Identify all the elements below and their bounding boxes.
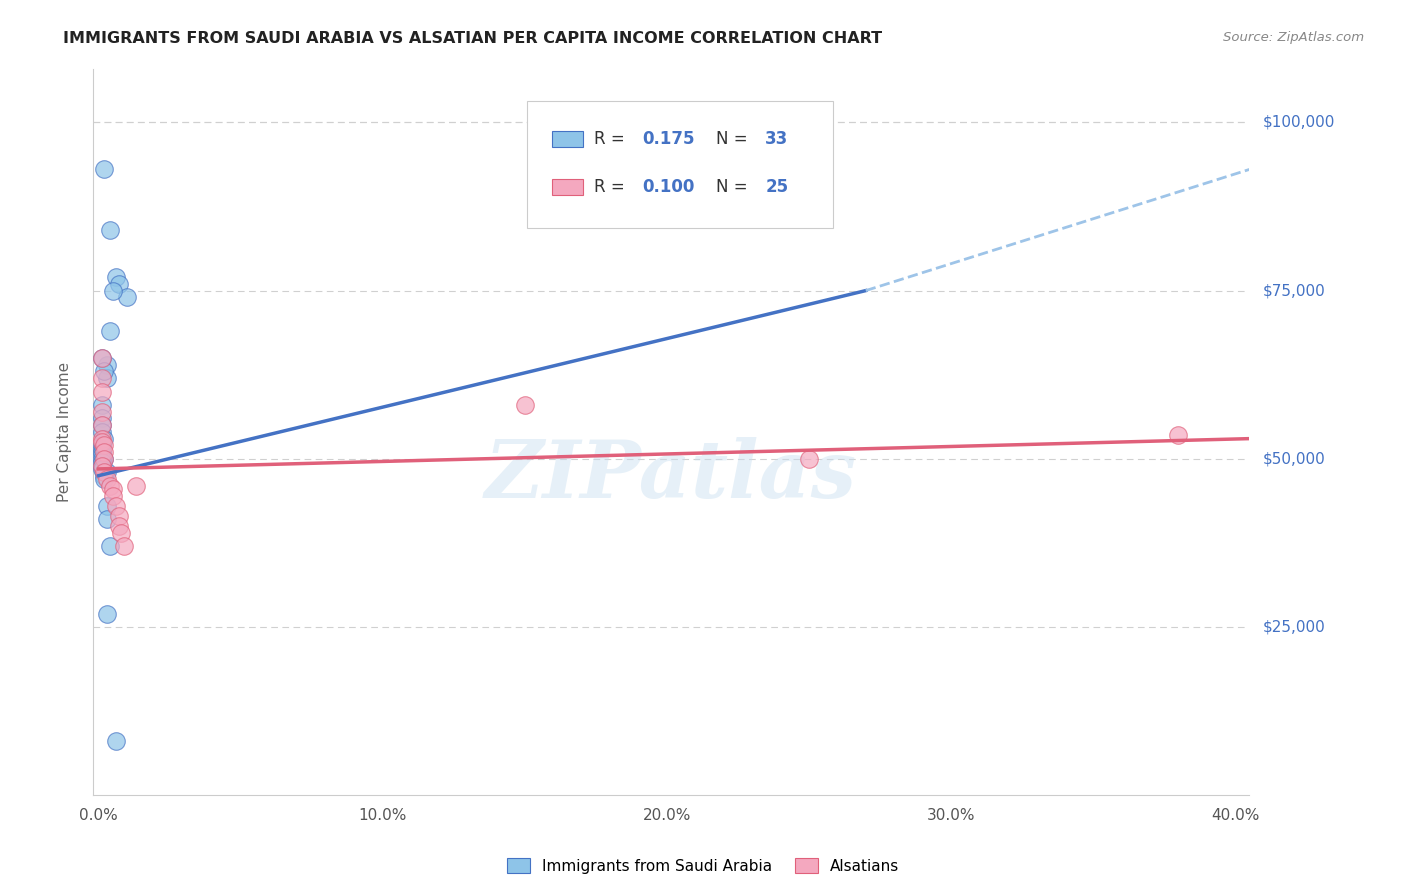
Point	[90, 442, 112, 456]
Text: ZIPatlas: ZIPatlas	[485, 437, 858, 515]
Point	[101, 489, 124, 503]
Text: N =: N =	[716, 178, 752, 196]
Point	[90, 418, 112, 433]
Point	[90, 449, 112, 463]
Point	[90, 451, 112, 466]
Point	[90, 351, 112, 365]
Y-axis label: Per Capita Income: Per Capita Income	[58, 362, 72, 502]
FancyBboxPatch shape	[527, 101, 832, 228]
Point	[104, 270, 127, 285]
Point	[90, 445, 112, 459]
Text: $100,000: $100,000	[1263, 115, 1336, 130]
Point	[107, 508, 129, 523]
Point	[90, 462, 112, 476]
Point	[90, 432, 112, 446]
Point	[90, 371, 112, 385]
Point	[96, 607, 118, 621]
Text: $75,000: $75,000	[1263, 283, 1326, 298]
Text: R =: R =	[595, 178, 630, 196]
Point	[93, 465, 115, 479]
Point	[93, 472, 115, 486]
Point	[104, 734, 127, 748]
Point	[96, 499, 118, 513]
Point	[1167, 428, 1189, 442]
Point	[110, 525, 132, 540]
Point	[96, 472, 118, 486]
Point	[797, 451, 820, 466]
Text: IMMIGRANTS FROM SAUDI ARABIA VS ALSATIAN PER CAPITA INCOME CORRELATION CHART: IMMIGRANTS FROM SAUDI ARABIA VS ALSATIAN…	[63, 31, 883, 46]
Point	[90, 351, 112, 365]
Point	[93, 438, 115, 452]
Text: Source: ZipAtlas.com: Source: ZipAtlas.com	[1223, 31, 1364, 45]
Legend: Immigrants from Saudi Arabia, Alsatians: Immigrants from Saudi Arabia, Alsatians	[501, 852, 905, 880]
Point	[96, 465, 118, 479]
Point	[90, 435, 112, 450]
Point	[98, 539, 121, 553]
Point	[101, 284, 124, 298]
Text: 0.100: 0.100	[643, 178, 695, 196]
Text: 0.175: 0.175	[643, 130, 695, 148]
Point	[101, 482, 124, 496]
Point	[93, 468, 115, 483]
Point	[90, 411, 112, 425]
Point	[98, 479, 121, 493]
Point	[90, 458, 112, 473]
Point	[93, 451, 115, 466]
Point	[96, 512, 118, 526]
Point	[90, 458, 112, 473]
Point	[93, 364, 115, 378]
Point	[96, 358, 118, 372]
Point	[90, 425, 112, 439]
Point	[93, 445, 115, 459]
Point	[90, 384, 112, 399]
Text: R =: R =	[595, 130, 630, 148]
Point	[90, 405, 112, 419]
Point	[115, 290, 138, 304]
Text: $50,000: $50,000	[1263, 451, 1326, 467]
Text: 33: 33	[765, 130, 789, 148]
Text: $25,000: $25,000	[1263, 620, 1326, 634]
Bar	[553, 179, 582, 195]
Point	[93, 451, 115, 466]
Point	[513, 398, 536, 412]
Point	[112, 539, 135, 553]
Text: N =: N =	[716, 130, 752, 148]
Point	[90, 455, 112, 469]
Bar	[553, 131, 582, 147]
Point	[90, 398, 112, 412]
Point	[124, 479, 146, 493]
Point	[93, 432, 115, 446]
Point	[104, 499, 127, 513]
Point	[98, 324, 121, 338]
Point	[93, 162, 115, 177]
Point	[98, 223, 121, 237]
Text: 25: 25	[765, 178, 789, 196]
Point	[90, 438, 112, 452]
Point	[107, 519, 129, 533]
Point	[96, 371, 118, 385]
Point	[107, 277, 129, 291]
Point	[90, 418, 112, 433]
